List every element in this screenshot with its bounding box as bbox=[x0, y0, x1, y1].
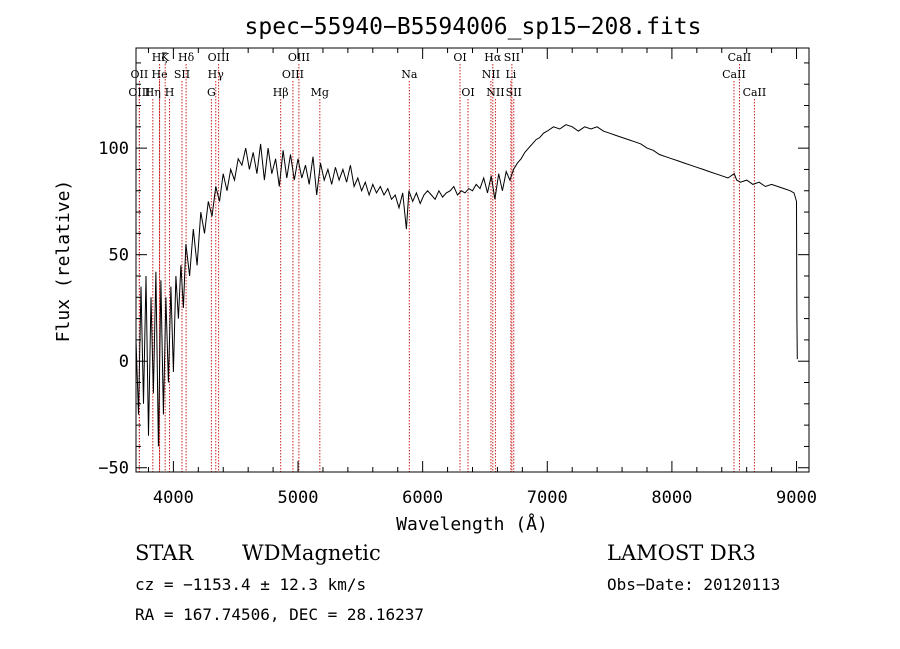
line-label-2: OIII bbox=[128, 86, 150, 99]
line-label-24: SII bbox=[506, 86, 522, 99]
object-class: STAR bbox=[135, 541, 194, 565]
axis-ticks bbox=[136, 48, 809, 472]
line-label-15: Mg bbox=[311, 86, 329, 99]
x-tick-label-8000: 8000 bbox=[651, 488, 692, 508]
x-tick-label-9000: 9000 bbox=[776, 488, 817, 508]
line-label-12: OIII bbox=[288, 51, 310, 64]
survey-name: LAMOST DR3 bbox=[607, 541, 756, 565]
y-axis-label: Flux (relative) bbox=[53, 180, 74, 343]
ra-dec: RA = 167.74506, DEC = 28.16237 bbox=[135, 605, 424, 624]
line-label-22: SII bbox=[504, 51, 520, 64]
x-tick-label-7000: 7000 bbox=[527, 488, 568, 508]
line-label-10: Hγ bbox=[208, 68, 225, 81]
spectral-line-markers bbox=[138, 64, 755, 472]
x-tick-label-4000: 4000 bbox=[153, 488, 194, 508]
y-tick-label-50: 50 bbox=[109, 246, 129, 266]
x-tick-labels: 4000 5000 6000 7000 8000 9000 bbox=[153, 488, 817, 508]
x-tick-label-5000: 5000 bbox=[278, 488, 319, 508]
line-label-17: OI bbox=[453, 51, 466, 64]
line-label-8: Hδ bbox=[178, 51, 195, 64]
flux-series-line bbox=[135, 124, 798, 447]
object-subclass: WDMagnetic bbox=[242, 541, 381, 565]
line-label-4: He bbox=[152, 68, 168, 81]
line-label-21: NII bbox=[486, 86, 504, 99]
y-tick-label--50: −50 bbox=[98, 459, 129, 479]
line-label-1: OII bbox=[131, 68, 149, 81]
line-label-6: SII bbox=[174, 68, 190, 81]
x-tick-label-6000: 6000 bbox=[402, 488, 443, 508]
plot-frame bbox=[135, 47, 810, 473]
redshift-cz: cz = −1153.4 ± 12.3 km/s bbox=[135, 575, 366, 594]
line-label-3: K bbox=[161, 51, 170, 64]
line-label-9: OIII bbox=[208, 51, 230, 64]
line-label-0: Hζ bbox=[152, 51, 168, 64]
line-label-7: H bbox=[165, 86, 175, 99]
line-label-19: Hα bbox=[484, 51, 502, 64]
chart-title: spec−55940−B5594006_sp15−208.fits bbox=[245, 14, 702, 40]
line-label-14: Hβ bbox=[273, 86, 289, 99]
line-label-18: OI bbox=[461, 86, 474, 99]
line-label-5: Hη bbox=[145, 86, 161, 99]
y-tick-label-100: 100 bbox=[98, 139, 129, 159]
line-label-13: OIII bbox=[282, 68, 304, 81]
obs-date: Obs−Date: 20120113 bbox=[607, 575, 780, 594]
y-tick-label-0: 0 bbox=[119, 352, 129, 372]
x-axis-label: Wavelength (Å) bbox=[396, 513, 548, 535]
line-label-25: CaII bbox=[728, 51, 752, 64]
line-label-16: Na bbox=[401, 68, 418, 81]
line-label-11: G bbox=[207, 86, 216, 99]
line-label-23: Li bbox=[505, 68, 516, 81]
line-label-26: CaII bbox=[722, 68, 746, 81]
y-tick-labels: −50 0 50 100 bbox=[98, 139, 129, 479]
line-label-27: CaII bbox=[743, 86, 767, 99]
line-label-20: NII bbox=[482, 68, 500, 81]
